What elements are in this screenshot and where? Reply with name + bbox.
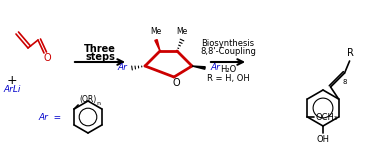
Text: 8: 8 bbox=[342, 79, 347, 85]
Polygon shape bbox=[155, 40, 160, 51]
Text: (OR): (OR) bbox=[79, 95, 96, 104]
Text: OH: OH bbox=[316, 135, 330, 144]
Text: Me: Me bbox=[177, 27, 187, 36]
Text: Ar: Ar bbox=[210, 63, 220, 72]
Text: steps: steps bbox=[85, 52, 115, 62]
Text: Me: Me bbox=[150, 27, 162, 36]
Polygon shape bbox=[192, 66, 205, 69]
Text: Biosynthesis: Biosynthesis bbox=[201, 39, 254, 48]
Text: OCH₃: OCH₃ bbox=[315, 112, 338, 122]
Text: R: R bbox=[347, 48, 354, 58]
Text: Three: Three bbox=[84, 44, 116, 54]
Text: O: O bbox=[43, 53, 51, 63]
Text: n: n bbox=[96, 101, 100, 106]
Text: H₂O: H₂O bbox=[220, 66, 236, 75]
Text: Ar  =: Ar = bbox=[39, 114, 62, 123]
Text: 8,8'-Coupling: 8,8'-Coupling bbox=[200, 48, 256, 57]
Text: O: O bbox=[172, 78, 180, 88]
Text: Ar: Ar bbox=[117, 63, 127, 72]
Text: +: + bbox=[7, 74, 17, 87]
Text: R = H, OH: R = H, OH bbox=[207, 74, 249, 82]
Text: ArLi: ArLi bbox=[3, 85, 21, 94]
